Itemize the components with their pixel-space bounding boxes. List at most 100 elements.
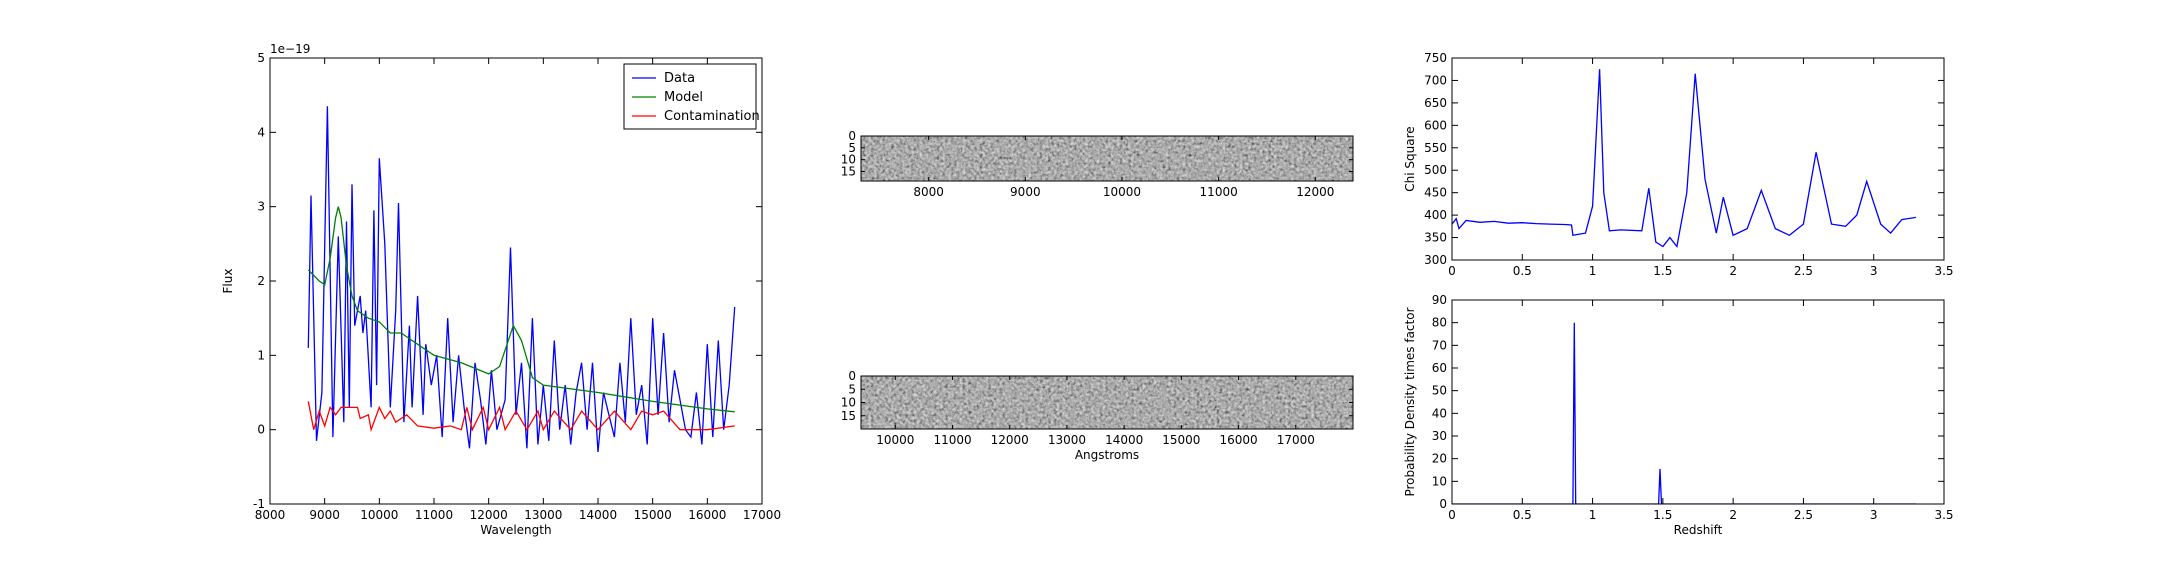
x-tick-label: 10000: [1103, 185, 1141, 199]
y-tick-label: 5: [257, 51, 265, 65]
y-tick-label: 550: [1424, 141, 1447, 155]
x-tick-label: 0: [1448, 508, 1456, 522]
y-tick-label: 350: [1424, 231, 1447, 245]
x-tick-label: 1.5: [1653, 264, 1672, 278]
x-tick-label: 15000: [1162, 433, 1200, 447]
y-tick-label: 50: [1432, 384, 1447, 398]
x-tick-label: 1: [1589, 264, 1597, 278]
axes: 8000 9000 10000 11000 12000 13000 14000 15000 16…: [221, 42, 781, 537]
x-tick-label: 9000: [1010, 185, 1041, 199]
x-tick-label: 1: [1589, 508, 1597, 522]
y-tick-label: 10: [1432, 474, 1447, 488]
x-tick-label: 1.5: [1653, 508, 1672, 522]
x-tick-label: 17000: [1277, 433, 1315, 447]
y-tick-label: 1: [257, 348, 265, 362]
x-tick-label: 14000: [579, 508, 617, 522]
y-tick-label: 650: [1424, 96, 1447, 110]
legend-label: Data: [664, 71, 695, 86]
axes-frame: [1451, 57, 1945, 261]
x-tick-label: 9000: [309, 508, 340, 522]
y-tick-label: 3: [257, 200, 265, 214]
y-tick-label: 4: [257, 125, 265, 139]
y-tick-label: 700: [1424, 73, 1447, 87]
x-tick-label: 2.5: [1794, 264, 1813, 278]
legend-label: Model: [664, 90, 703, 105]
x-axis-label: Angstroms: [1075, 448, 1139, 462]
x-tick-label: 0.5: [1513, 508, 1532, 522]
y-axis-label: Chi Square: [1403, 126, 1417, 191]
y-tick-label: 600: [1424, 118, 1447, 132]
x-tick-label: 16000: [688, 508, 726, 522]
y-axis-label: Flux: [221, 269, 235, 294]
x-tick-label: 16000: [1219, 433, 1257, 447]
x-tick-label: 2: [1729, 264, 1737, 278]
x-tick-label: 13000: [524, 508, 562, 522]
x-axis-label: Wavelength: [480, 523, 551, 537]
line-series: [307, 206, 735, 413]
y-tick-label: 450: [1424, 186, 1447, 200]
y-tick-label: 750: [1424, 51, 1447, 65]
legend-label: Contamination: [664, 109, 760, 124]
axes: 0 0.5 1 1.5 2 2.5 3 3.5 300 350 400 450 500 550 600 650…: [1403, 51, 1954, 278]
y-tick-label: 0: [848, 129, 856, 143]
axes: 10000 11000 12000 13000 14000 15000 16000 17000…: [841, 369, 1354, 462]
y-tick-label: 10: [841, 153, 856, 167]
spectrum-image: [861, 376, 1353, 429]
y-tick-label: 40: [1432, 406, 1447, 420]
x-tick-label: 12000: [1296, 185, 1334, 199]
y-tick-label: 500: [1424, 163, 1447, 177]
x-tick-label: 3.5: [1934, 264, 1953, 278]
x-tick-label: 0.5: [1513, 264, 1532, 278]
x-tick-label: 3: [1870, 264, 1878, 278]
axes: 0 0.5 1 1.5 2 2.5 3 3.5 0 10 20 30 40 50 60 70 80 90 Redsh…: [1403, 293, 1954, 537]
y-tick-label: 400: [1424, 208, 1447, 222]
y-axis-label: Probability Density times factor: [1403, 307, 1417, 496]
line-series: [307, 106, 736, 453]
x-tick-label: 2: [1729, 508, 1737, 522]
x-tick-label: 0: [1448, 264, 1456, 278]
x-tick-label: 2.5: [1794, 508, 1813, 522]
y-tick-label: 0: [848, 369, 856, 383]
line-series: [307, 401, 735, 433]
x-tick-label: 8000: [255, 508, 286, 522]
y-tick-label: 30: [1432, 429, 1447, 443]
y-tick-label: 0: [257, 423, 265, 437]
y-tick-label: 0: [1439, 497, 1447, 511]
x-tick-label: 11000: [415, 508, 453, 522]
y-tick-label: 15: [841, 165, 856, 179]
y-tick-label: 60: [1432, 361, 1447, 375]
axes-frame: [1451, 299, 1945, 505]
x-tick-label: 3.5: [1934, 508, 1953, 522]
x-tick-label: 15000: [634, 508, 672, 522]
y-tick-label: 5: [848, 141, 856, 155]
x-tick-label: 11000: [933, 433, 971, 447]
spectrum-image: [861, 136, 1353, 181]
x-tick-label: 8000: [913, 185, 944, 199]
x-tick-label: 11000: [1200, 185, 1238, 199]
line-series: [1452, 322, 1916, 504]
y-tick-label: 90: [1432, 293, 1447, 307]
x-tick-label: 12000: [470, 508, 508, 522]
y-tick-label: 5: [848, 382, 856, 396]
y-tick-label: -1: [253, 497, 265, 511]
x-tick-label: 14000: [1105, 433, 1143, 447]
y-tick-label: 80: [1432, 316, 1447, 330]
line-series: [1452, 69, 1917, 249]
x-tick-label: 12000: [991, 433, 1029, 447]
y-tick-label: 20: [1432, 452, 1447, 466]
x-tick-label: 10000: [360, 508, 398, 522]
x-axis-label: Redshift: [1674, 523, 1723, 537]
x-tick-label: 13000: [1048, 433, 1086, 447]
y-tick-label: 2: [257, 274, 265, 288]
y-tick-label: 10: [841, 396, 856, 410]
y-tick-label: 15: [841, 409, 856, 423]
axes-frame: [860, 135, 1354, 182]
x-tick-label: 3: [1870, 508, 1878, 522]
x-tick-label: 17000: [743, 508, 781, 522]
y-tick-label: 70: [1432, 338, 1447, 352]
x-tick-label: 10000: [876, 433, 914, 447]
y-tick-label: 300: [1424, 253, 1447, 267]
offset-label: 1e−19: [270, 42, 310, 56]
